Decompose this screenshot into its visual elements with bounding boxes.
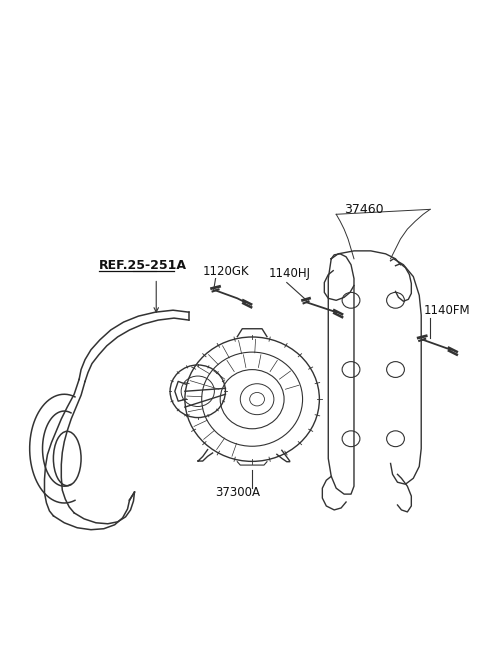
Text: 1140HJ: 1140HJ xyxy=(269,267,311,280)
Text: 1120GK: 1120GK xyxy=(203,265,249,278)
Text: REF.25-251A: REF.25-251A xyxy=(99,259,187,272)
Text: 1140FM: 1140FM xyxy=(423,304,470,317)
Text: 37300A: 37300A xyxy=(216,485,261,498)
Text: 37460: 37460 xyxy=(344,203,384,216)
